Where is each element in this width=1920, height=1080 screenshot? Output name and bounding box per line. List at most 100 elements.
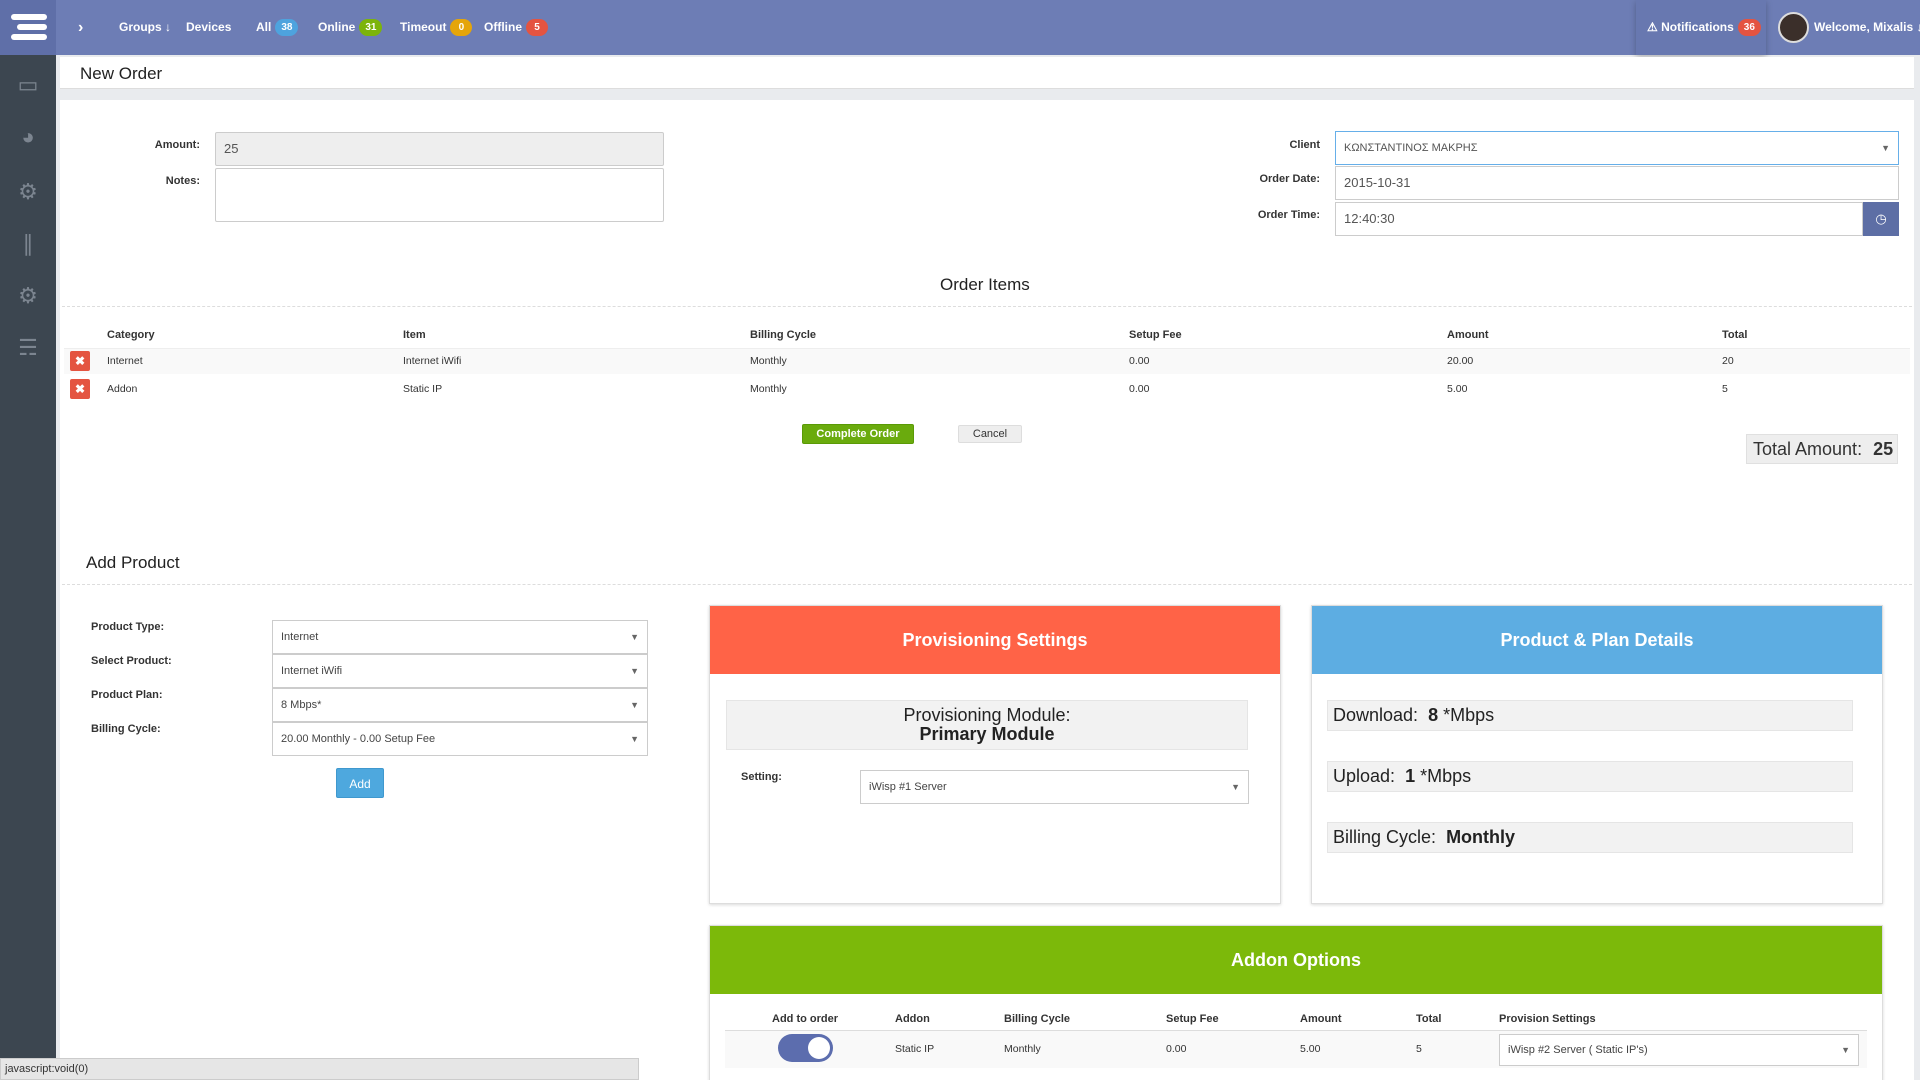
router-icon[interactable]: ⚙ xyxy=(18,179,38,204)
order-time-field[interactable]: 12:40:30 xyxy=(1335,202,1863,236)
gears-icon[interactable]: ⚙ xyxy=(18,283,38,308)
addon-col-addon: Addon xyxy=(895,1013,930,1025)
order-items-title: Order Items xyxy=(940,275,1030,294)
col-amount: Amount xyxy=(1447,329,1489,341)
order-date-label: Order Date: xyxy=(1259,173,1320,185)
filter-online[interactable]: Online 31 xyxy=(318,0,383,55)
filter-all[interactable]: All 38 xyxy=(256,0,299,55)
client-label: Client xyxy=(1289,139,1320,151)
row-total: 5 xyxy=(1722,383,1728,395)
product-plan-value: 8 Mbps* xyxy=(281,699,322,711)
provisioning-card: Provisioning Settings Provisioning Modul… xyxy=(709,605,1281,904)
order-date-field[interactable]: 2015-10-31 xyxy=(1335,166,1899,200)
product-type-select[interactable]: Internet ▼ xyxy=(272,620,648,654)
notifications-button[interactable]: ⚠ Notifications 36 xyxy=(1636,0,1766,55)
avatar[interactable] xyxy=(1778,12,1809,43)
col-category: Category xyxy=(107,329,155,341)
globe-icon[interactable]: ◕ xyxy=(21,124,35,149)
warning-icon: ⚠ xyxy=(1647,20,1658,34)
notifications-label: Notifications xyxy=(1661,20,1734,34)
addon-col-total: Total xyxy=(1416,1013,1442,1025)
provisioning-title: Provisioning Settings xyxy=(710,606,1280,674)
addon-total: 5 xyxy=(1416,1043,1422,1055)
row-amount: 20.00 xyxy=(1447,355,1474,367)
product-type-label: Product Type: xyxy=(91,621,165,633)
upload-value: 1 xyxy=(1405,766,1416,786)
row-category: Addon xyxy=(107,383,138,395)
notes-label: Notes: xyxy=(165,175,200,187)
sidebar-toggle-icon[interactable]: › xyxy=(78,19,84,36)
module-value: Primary Module xyxy=(919,724,1055,744)
main-content xyxy=(60,100,1914,1080)
setting-select[interactable]: iWisp #1 Server ▼ xyxy=(860,770,1249,804)
upload-info: Upload: 1 *Mbps xyxy=(1327,761,1853,792)
billing-info: Billing Cycle: Monthly xyxy=(1327,822,1853,853)
billing-label: Billing Cycle: xyxy=(1333,827,1437,847)
download-info: Download: 8 *Mbps xyxy=(1327,700,1853,731)
select-product-select[interactable]: Internet iWifi ▼ xyxy=(272,654,648,688)
module-label: Provisioning Module: xyxy=(903,705,1071,725)
devices-link[interactable]: Devices xyxy=(186,20,232,34)
table-row xyxy=(64,348,1910,374)
addon-name: Static IP xyxy=(895,1043,935,1055)
order-time-label: Order Time: xyxy=(1257,209,1320,221)
addon-provision-value: iWisp #2 Server ( Static IP's) xyxy=(1508,1044,1648,1056)
delete-row-button[interactable]: ✖ xyxy=(70,351,90,371)
total-amount-label: Total Amount: xyxy=(1753,439,1863,459)
addon-col-billing: Billing Cycle xyxy=(1004,1013,1071,1025)
total-amount-value: 25 xyxy=(1873,439,1894,459)
row-billing-cycle: Monthly xyxy=(750,355,787,367)
product-plan-select[interactable]: 8 Mbps* ▼ xyxy=(272,688,648,722)
browser-status-bar: javascript:void(0) xyxy=(0,1058,639,1080)
row-billing-cycle: Monthly xyxy=(750,383,787,395)
delete-row-button[interactable]: ✖ xyxy=(70,379,90,399)
chevron-down-icon: ▼ xyxy=(630,666,639,676)
sidebar: ▭ ◕ ⚙ ∥ ⚙ ☴ xyxy=(0,55,56,1080)
cancel-button[interactable]: Cancel xyxy=(958,425,1022,443)
chevron-down-icon: ▼ xyxy=(1881,143,1890,153)
col-setup-fee: Setup Fee xyxy=(1129,329,1182,341)
billing-cycle-select[interactable]: 20.00 Monthly - 0.00 Setup Fee ▼ xyxy=(272,722,648,756)
client-select[interactable]: ΚΩΝΣΤΑΝΤΙΝΟΣ ΜΑΚΡΗΣ ▼ xyxy=(1335,131,1899,165)
amount-field[interactable]: 25 xyxy=(215,132,664,166)
groups-menu[interactable]: Groups ↓ xyxy=(119,20,172,34)
chevron-down-icon: ▼ xyxy=(630,734,639,744)
billing-cycle-value: 20.00 Monthly - 0.00 Setup Fee xyxy=(281,733,436,745)
setting-value: iWisp #1 Server xyxy=(869,781,947,793)
app-logo-icon[interactable] xyxy=(0,0,56,55)
add-product-title: Add Product xyxy=(86,553,180,572)
addon-provision-select[interactable]: iWisp #2 Server ( Static IP's) ▼ xyxy=(1499,1034,1859,1066)
plan-details-title: Product & Plan Details xyxy=(1312,606,1882,674)
add-to-order-toggle[interactable] xyxy=(778,1034,833,1062)
timeout-count-badge: 0 xyxy=(450,19,473,36)
user-menu[interactable]: Welcome, Mixalis ↓ xyxy=(1814,0,1920,55)
addon-billing: Monthly xyxy=(1004,1043,1041,1055)
complete-order-button[interactable]: Complete Order xyxy=(802,424,914,444)
arrow-down-icon: ↓ xyxy=(1916,20,1920,34)
filter-offline[interactable]: Offline 5 xyxy=(484,0,548,55)
col-billing-cycle: Billing Cycle xyxy=(750,329,817,341)
offline-count-badge: 5 xyxy=(526,19,548,36)
total-amount: Total Amount: 25 xyxy=(1746,434,1898,464)
col-item: Item xyxy=(403,329,426,341)
addon-col-setup: Setup Fee xyxy=(1166,1013,1219,1025)
notes-field[interactable] xyxy=(215,168,664,222)
provisioning-module: Provisioning Module: Primary Module xyxy=(726,700,1248,750)
page-title: New Order xyxy=(80,64,163,83)
all-count-badge: 38 xyxy=(275,19,299,36)
sliders-icon[interactable]: ∥ xyxy=(22,231,34,256)
amount-label: Amount: xyxy=(154,139,200,151)
billing-cycle-label: Billing Cycle: xyxy=(91,723,161,735)
filter-timeout[interactable]: Timeout 0 xyxy=(400,0,473,55)
cart-icon[interactable]: ☴ xyxy=(18,335,38,360)
upload-label: Upload: xyxy=(1333,766,1396,786)
download-unit: *Mbps xyxy=(1443,705,1495,725)
addon-col-amount: Amount xyxy=(1300,1013,1342,1025)
row-setup-fee: 0.00 xyxy=(1129,383,1150,395)
addon-amount: 5.00 xyxy=(1300,1043,1321,1055)
clock-icon[interactable]: ◷ xyxy=(1863,202,1899,236)
row-total: 20 xyxy=(1722,355,1734,367)
add-button[interactable]: Add xyxy=(336,768,384,798)
monitor-icon[interactable]: ▭ xyxy=(17,72,39,97)
row-item: Static IP xyxy=(403,383,443,395)
